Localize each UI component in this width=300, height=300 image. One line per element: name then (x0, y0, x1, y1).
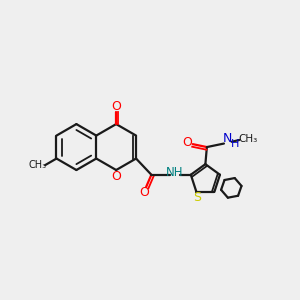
Text: CH₃: CH₃ (28, 160, 46, 170)
Text: N: N (223, 132, 232, 145)
Text: S: S (193, 191, 201, 204)
Text: CH₃: CH₃ (238, 134, 258, 144)
Text: H: H (231, 139, 239, 148)
Text: NH: NH (166, 166, 183, 179)
Text: O: O (140, 186, 149, 199)
Text: O: O (111, 100, 121, 113)
Text: O: O (182, 136, 192, 149)
Text: O: O (111, 170, 121, 183)
